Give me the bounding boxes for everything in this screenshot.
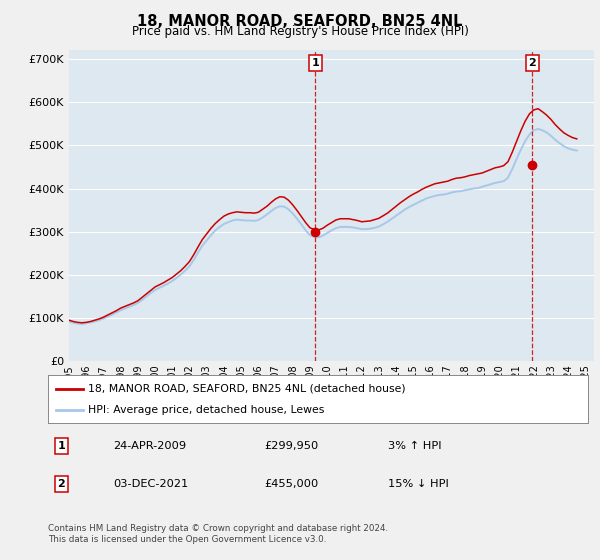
Text: 2: 2 — [529, 58, 536, 68]
Text: 1: 1 — [311, 58, 319, 68]
Text: 24-APR-2009: 24-APR-2009 — [113, 441, 186, 451]
Text: HPI: Average price, detached house, Lewes: HPI: Average price, detached house, Lewe… — [89, 405, 325, 416]
Text: £455,000: £455,000 — [264, 479, 318, 489]
Text: £299,950: £299,950 — [264, 441, 318, 451]
Text: Price paid vs. HM Land Registry's House Price Index (HPI): Price paid vs. HM Land Registry's House … — [131, 25, 469, 38]
Text: 15% ↓ HPI: 15% ↓ HPI — [388, 479, 449, 489]
Text: 18, MANOR ROAD, SEAFORD, BN25 4NL (detached house): 18, MANOR ROAD, SEAFORD, BN25 4NL (detac… — [89, 384, 406, 394]
Text: 2: 2 — [58, 479, 65, 489]
Text: 3% ↑ HPI: 3% ↑ HPI — [388, 441, 442, 451]
Text: 1: 1 — [58, 441, 65, 451]
Text: 18, MANOR ROAD, SEAFORD, BN25 4NL: 18, MANOR ROAD, SEAFORD, BN25 4NL — [137, 14, 463, 29]
Text: 03-DEC-2021: 03-DEC-2021 — [113, 479, 188, 489]
Text: Contains HM Land Registry data © Crown copyright and database right 2024.
This d: Contains HM Land Registry data © Crown c… — [48, 524, 388, 544]
